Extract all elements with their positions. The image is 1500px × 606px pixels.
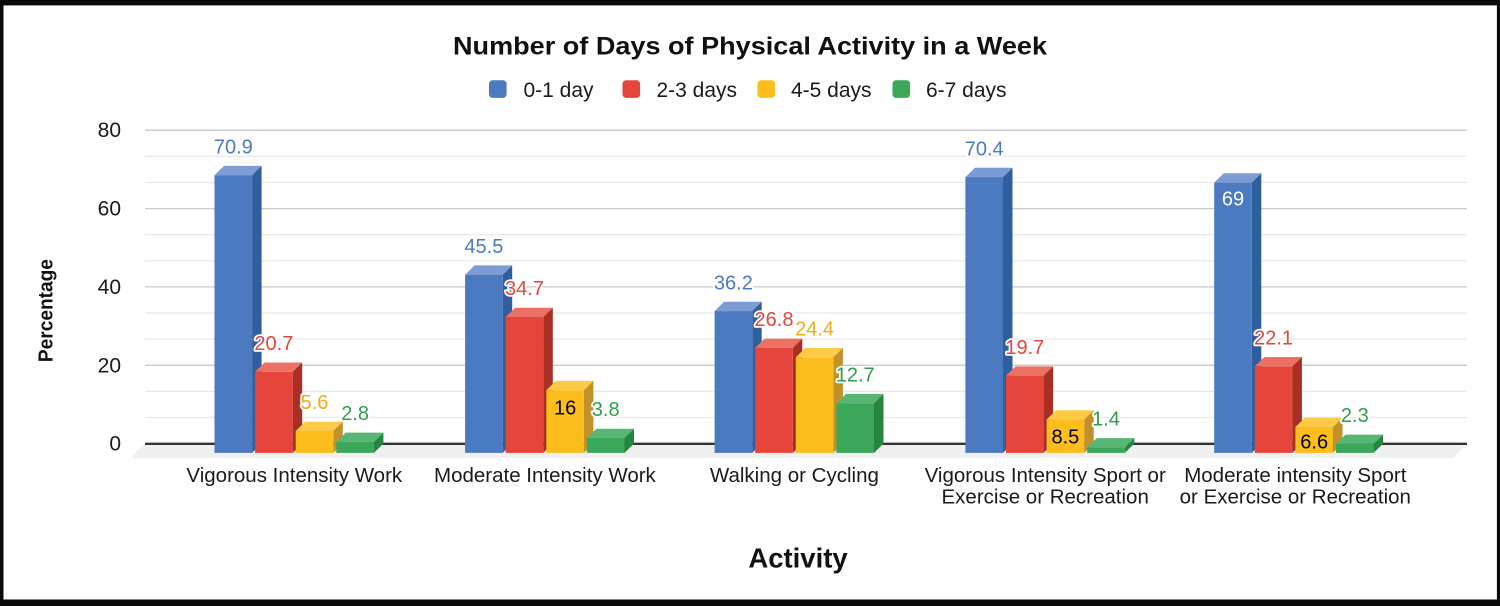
svg-text:20.7: 20.7 — [254, 333, 293, 355]
svg-text:80: 80 — [98, 119, 121, 142]
svg-text:4-5 days: 4-5 days — [791, 79, 872, 102]
svg-text:5.6: 5.6 — [301, 392, 329, 414]
svg-text:69: 69 — [1222, 188, 1244, 210]
svg-text:Activity: Activity — [748, 543, 848, 574]
svg-text:Walking or Cycling: Walking or Cycling — [710, 464, 879, 487]
svg-text:45.5: 45.5 — [464, 236, 503, 258]
svg-text:6.6: 6.6 — [1300, 431, 1328, 453]
svg-text:24.4: 24.4 — [795, 319, 834, 341]
svg-text:2-3 days: 2-3 days — [657, 79, 738, 102]
svg-text:12.7: 12.7 — [836, 364, 875, 386]
svg-text:34.7: 34.7 — [505, 278, 544, 300]
svg-text:2.3: 2.3 — [1341, 405, 1369, 427]
svg-text:16: 16 — [554, 398, 576, 420]
svg-text:0: 0 — [109, 433, 121, 456]
svg-text:19.7: 19.7 — [1005, 337, 1044, 359]
svg-text:3.8: 3.8 — [592, 399, 620, 421]
svg-text:70.9: 70.9 — [214, 136, 253, 158]
svg-text:Number of Days of Physical Act: Number of Days of Physical Activity in a… — [453, 33, 1047, 61]
svg-text:22.1: 22.1 — [1254, 328, 1293, 350]
svg-text:Vigorous Intensity Work: Vigorous Intensity Work — [186, 464, 402, 487]
svg-text:8.5: 8.5 — [1051, 427, 1079, 449]
svg-text:70.4: 70.4 — [965, 138, 1004, 160]
svg-text:26.8: 26.8 — [755, 309, 794, 331]
svg-text:6-7 days: 6-7 days — [926, 79, 1007, 102]
svg-text:Exercise or Recreation: Exercise or Recreation — [942, 486, 1149, 509]
svg-text:40: 40 — [98, 276, 121, 299]
svg-text:0-1 day: 0-1 day — [524, 79, 595, 102]
svg-text:2.8: 2.8 — [341, 403, 369, 425]
svg-text:1.4: 1.4 — [1092, 409, 1120, 431]
svg-text:Vigorous Intensity Sport or: Vigorous Intensity Sport or — [925, 464, 1166, 487]
svg-text:Moderate intensity Sport: Moderate intensity Sport — [1184, 464, 1407, 487]
svg-text:20: 20 — [98, 354, 121, 377]
svg-text:36.2: 36.2 — [714, 272, 753, 294]
svg-text:60: 60 — [98, 198, 121, 221]
svg-text:Percentage: Percentage — [36, 259, 58, 362]
svg-text:Moderate Intensity Work: Moderate Intensity Work — [434, 464, 657, 487]
svg-text:or Exercise or Recreation: or Exercise or Recreation — [1180, 486, 1411, 509]
